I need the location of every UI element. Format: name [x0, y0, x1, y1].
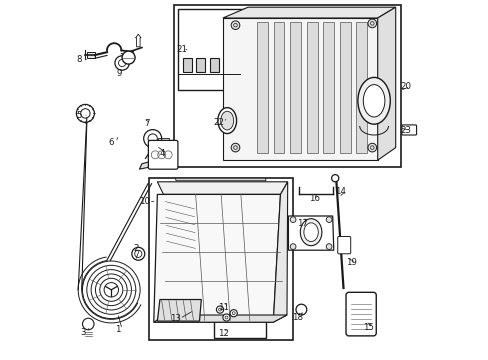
Circle shape	[341, 246, 346, 251]
Text: 21: 21	[176, 45, 186, 54]
Polygon shape	[223, 7, 395, 18]
Circle shape	[231, 143, 239, 152]
Circle shape	[231, 21, 239, 30]
Ellipse shape	[220, 111, 233, 130]
Text: 5: 5	[76, 111, 81, 120]
Ellipse shape	[300, 219, 321, 246]
Circle shape	[115, 56, 129, 70]
Text: 9: 9	[116, 69, 122, 78]
Circle shape	[295, 304, 306, 315]
Text: 7: 7	[143, 119, 149, 128]
Text: 19: 19	[346, 258, 357, 267]
FancyBboxPatch shape	[148, 140, 178, 169]
Polygon shape	[377, 7, 395, 160]
Text: 4: 4	[160, 149, 165, 158]
Polygon shape	[157, 300, 201, 321]
Bar	[178, 9, 246, 90]
Text: 12: 12	[218, 328, 229, 338]
Text: 10: 10	[139, 197, 150, 206]
Text: 17: 17	[296, 220, 307, 229]
Polygon shape	[288, 216, 333, 250]
Bar	[182, 58, 191, 72]
Polygon shape	[223, 18, 377, 160]
Circle shape	[216, 306, 223, 313]
Circle shape	[230, 310, 237, 317]
Polygon shape	[356, 22, 366, 153]
Circle shape	[331, 175, 338, 182]
Text: 13: 13	[169, 314, 181, 323]
Text: 8: 8	[77, 55, 82, 64]
Bar	[223, 58, 232, 72]
Text: 14: 14	[335, 187, 346, 196]
Ellipse shape	[303, 223, 318, 242]
Polygon shape	[339, 22, 350, 153]
FancyArrow shape	[135, 34, 141, 47]
Circle shape	[367, 143, 376, 152]
Ellipse shape	[218, 108, 236, 134]
Polygon shape	[153, 194, 280, 322]
Polygon shape	[157, 182, 287, 194]
Text: 20: 20	[400, 82, 410, 91]
Polygon shape	[273, 22, 284, 153]
Circle shape	[289, 244, 295, 249]
Text: 6: 6	[108, 138, 114, 147]
Text: 1: 1	[115, 325, 120, 334]
Text: 23: 23	[400, 126, 410, 135]
Polygon shape	[257, 22, 267, 153]
Bar	[196, 58, 205, 72]
Text: 22: 22	[213, 118, 224, 127]
Bar	[213, 301, 265, 338]
Polygon shape	[139, 161, 151, 169]
FancyBboxPatch shape	[401, 125, 416, 135]
Polygon shape	[323, 22, 333, 153]
Polygon shape	[273, 182, 287, 322]
Bar	[158, 138, 168, 142]
Polygon shape	[306, 22, 317, 153]
Ellipse shape	[363, 85, 384, 117]
Bar	[174, 5, 400, 167]
Text: 16: 16	[308, 194, 320, 203]
Bar	[209, 58, 219, 72]
Polygon shape	[289, 22, 301, 153]
Text: 3: 3	[81, 328, 86, 337]
Ellipse shape	[357, 77, 389, 124]
Circle shape	[122, 51, 135, 64]
Text: 2: 2	[133, 244, 138, 253]
Text: 11: 11	[218, 303, 229, 312]
Bar	[149, 178, 292, 340]
Polygon shape	[175, 178, 265, 181]
Circle shape	[367, 19, 376, 28]
Bar	[348, 294, 373, 298]
Text: 15: 15	[363, 323, 373, 332]
Bar	[87, 52, 95, 58]
Circle shape	[223, 314, 230, 321]
Circle shape	[289, 217, 295, 222]
FancyBboxPatch shape	[337, 237, 350, 254]
Text: 18: 18	[292, 313, 303, 322]
Polygon shape	[153, 315, 286, 322]
Circle shape	[325, 244, 331, 249]
FancyBboxPatch shape	[346, 292, 375, 336]
Circle shape	[325, 217, 331, 222]
